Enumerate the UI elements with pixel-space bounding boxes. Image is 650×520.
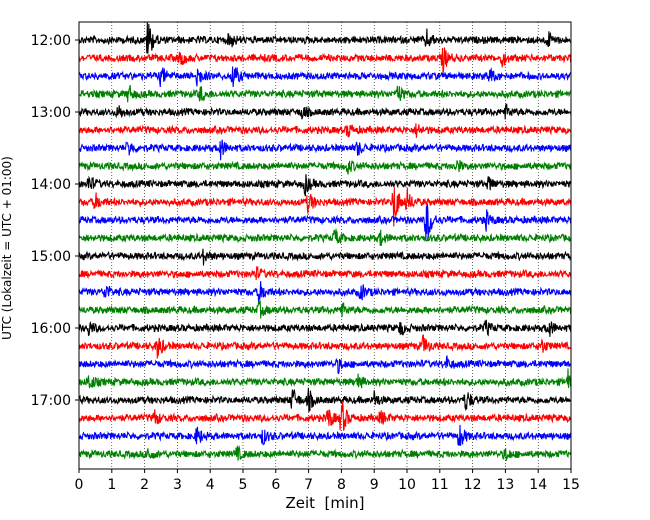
x-tick-label: 6 [271,477,280,493]
trace-1200 [78,21,572,54]
y-tick-label: 16:00 [31,321,71,337]
trace-1315 [78,123,572,138]
trace-1415 [78,187,572,227]
x-tick-label: 5 [239,477,248,493]
trace-1345 [78,159,572,175]
trace-1445 [78,228,572,247]
trace-1400 [78,174,572,197]
y-tick-label: 13:00 [31,105,71,121]
trace-1630 [78,355,572,375]
x-tick-label: 1 [107,477,116,493]
y-tick-label: 15:00 [31,249,71,265]
x-tick-label: 12 [464,477,482,493]
trace-1430 [78,203,572,241]
x-tick-label: 9 [370,477,379,493]
x-tick-label: 13 [496,477,514,493]
x-axis-title: Zeit [min] [285,494,365,512]
trace-1300 [78,103,572,120]
trace-1645 [78,368,572,389]
y-axis-title: UTC (Lokalzeit = UTC + 01:00) [0,156,14,340]
trace-1530 [78,281,572,304]
y-tick-label: 14:00 [31,177,71,193]
x-tick-label: 15 [562,477,580,493]
trace-1230 [78,66,572,88]
trace-1600 [78,319,572,337]
x-tick-label: 4 [206,477,215,493]
trace-1500 [78,248,572,266]
x-tick-label: 10 [398,477,416,493]
trace-1715 [78,401,572,431]
trace-1515 [78,265,572,280]
x-tick-label: 8 [337,477,346,493]
x-tick-label: 14 [529,477,547,493]
trace-1330 [78,139,572,161]
trace-1245 [78,84,572,103]
trace-1700 [78,387,572,413]
y-axis-title-wrap: UTC (Lokalzeit = UTC + 01:00) [0,0,14,520]
x-tick-label: 2 [140,477,149,493]
y-tick-label: 12:00 [31,33,71,49]
x-tick-label: 7 [304,477,313,493]
trace-1745 [78,445,572,461]
x-tick-label: 11 [431,477,449,493]
plot-frame [78,21,572,470]
traces-group [78,21,572,461]
x-tick-label: 0 [75,477,84,493]
x-tick-label: 3 [173,477,182,493]
trace-1215 [78,47,572,73]
y-tick-label: 17:00 [31,393,71,409]
trace-1545 [78,300,572,319]
trace-1615 [78,334,572,359]
trace-1730 [78,424,572,446]
